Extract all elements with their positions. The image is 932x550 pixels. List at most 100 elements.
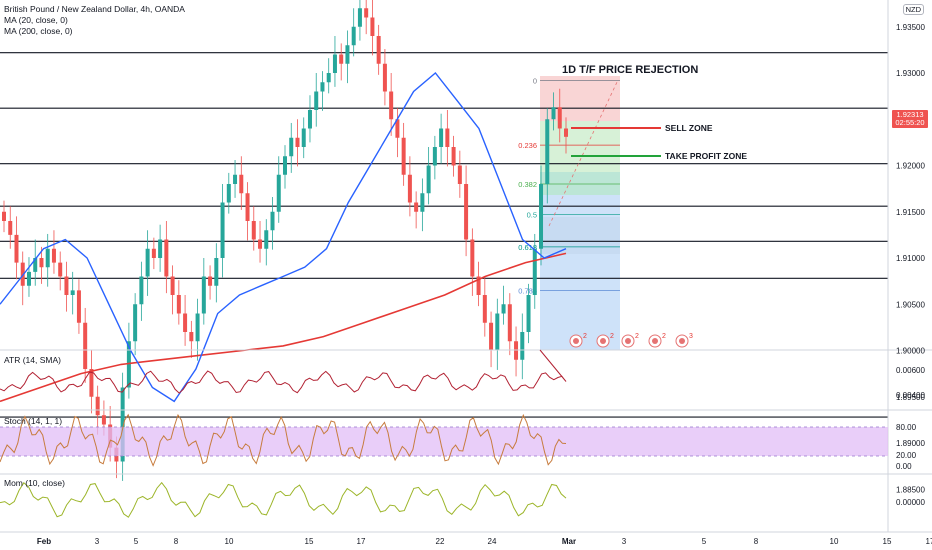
- event-badge-dot: [679, 338, 685, 344]
- price-axis-label: 1.92000: [896, 162, 925, 171]
- candle-body: [233, 174, 238, 184]
- time-axis-label: 8: [754, 537, 759, 546]
- price-axis-label: 1.90500: [896, 300, 925, 309]
- candle-body: [26, 271, 31, 286]
- candle-body: [189, 332, 194, 342]
- candle-body: [326, 73, 331, 83]
- candle-body: [501, 304, 506, 314]
- candle-body: [470, 239, 475, 277]
- candle-body: [214, 258, 219, 286]
- symbol-title[interactable]: British Pound / New Zealand Dollar, 4h, …: [4, 4, 185, 14]
- fib-label: 0.786: [518, 286, 537, 295]
- candle-body: [220, 202, 225, 258]
- mom-label[interactable]: Mom (10, close): [4, 478, 65, 488]
- candle-body: [170, 276, 175, 295]
- candle-body: [395, 119, 400, 138]
- candle-body: [101, 415, 106, 425]
- price-axis-label: 1.90000: [896, 347, 925, 356]
- candle-body: [451, 147, 456, 166]
- candle-body: [58, 262, 63, 277]
- stoch-axis-0: 0.00: [896, 462, 912, 471]
- event-badges: 2 2 2 2 3: [569, 333, 693, 348]
- annotation-take-profit[interactable]: TAKE PROFIT ZONE: [665, 151, 747, 161]
- candle-body: [414, 202, 419, 212]
- currency-label[interactable]: NZD: [902, 4, 924, 15]
- candle-body: [164, 239, 169, 277]
- candle-body: [445, 128, 450, 147]
- time-axis-label: 10: [830, 537, 839, 546]
- candle-body: [264, 230, 269, 249]
- candle-body: [301, 128, 306, 147]
- candle-body: [51, 248, 56, 263]
- event-badge-count: 2: [583, 333, 587, 340]
- candle-body: [357, 8, 362, 27]
- atr-axis-bottom: 0.00400: [896, 391, 925, 400]
- candle-body: [239, 174, 244, 194]
- time-axis-label: 5: [702, 537, 707, 546]
- candle-body: [439, 128, 444, 147]
- candle-body: [520, 332, 525, 360]
- candle-body: [551, 107, 556, 120]
- candle-body: [564, 128, 568, 137]
- candle-body: [14, 234, 19, 263]
- candle-body: [8, 221, 13, 235]
- atr-line: [0, 349, 567, 394]
- candle-body: [195, 313, 200, 342]
- price-axis-label: 1.88500: [896, 485, 925, 494]
- candle-body: [245, 193, 250, 221]
- fib-label: 0.236: [518, 141, 537, 150]
- symbol-legend[interactable]: British Pound / New Zealand Dollar, 4h, …: [4, 4, 185, 37]
- price-axis-label: 1.89500: [896, 393, 925, 402]
- fib-zone[interactable]: [540, 76, 620, 350]
- candle-body: [283, 156, 287, 175]
- ma20-legend[interactable]: MA (20, close, 0): [4, 15, 68, 25]
- candle-body: [532, 248, 537, 295]
- candle-body: [151, 248, 156, 258]
- mom-axis-0: 0.00000: [896, 498, 925, 507]
- candle-body: [382, 63, 387, 92]
- price-axis-label: 1.93000: [896, 69, 925, 78]
- fib-label: 0.382: [518, 180, 537, 189]
- candle-body: [314, 91, 319, 110]
- time-axis-label: 24: [488, 537, 497, 546]
- candle-body: [457, 165, 462, 184]
- ma20-line: [0, 71, 567, 403]
- stoch-label[interactable]: Stoch (14, 1, 1): [4, 416, 63, 426]
- ma200-legend[interactable]: MA (200, close, 0): [4, 26, 73, 36]
- candle-body: [270, 211, 275, 231]
- current-price-badge: 1.92313 02:55:20: [892, 110, 928, 128]
- event-badge-dot: [625, 338, 631, 344]
- time-axis-label: 15: [305, 537, 314, 546]
- time-axis-label: 8: [174, 537, 179, 546]
- candle-body: [95, 396, 100, 416]
- stoch-line: [0, 413, 567, 467]
- price-axis-label: 1.89000: [896, 439, 925, 448]
- candle-body: [432, 147, 437, 166]
- candle-body: [426, 165, 431, 194]
- candle-body: [70, 290, 75, 295]
- time-axis-label: 10: [225, 537, 234, 546]
- mom-line: [0, 481, 567, 518]
- event-badge-dot: [652, 338, 658, 344]
- candle-body: [258, 239, 263, 249]
- candle-body: [158, 239, 163, 258]
- candle-body: [89, 369, 94, 397]
- time-axis-label: 22: [436, 537, 445, 546]
- candle-body: [2, 211, 6, 221]
- candle-body: [495, 313, 500, 351]
- atr-label[interactable]: ATR (14, SMA): [4, 355, 61, 365]
- candle-body: [133, 304, 138, 342]
- annotation-sell-zone[interactable]: SELL ZONE: [665, 123, 713, 133]
- annotation-title[interactable]: 1D T/F PRICE REJECTION: [562, 64, 698, 76]
- event-badge-dot: [600, 338, 606, 344]
- candle-body: [401, 137, 406, 175]
- current-price: 1.92313: [896, 110, 924, 119]
- time-axis-label: 17: [357, 537, 366, 546]
- candle-body: [389, 91, 394, 120]
- time-axis-label: 3: [95, 537, 100, 546]
- time-axis-label: 5: [134, 537, 139, 546]
- candle-body: [183, 313, 188, 332]
- candle-body: [370, 17, 375, 36]
- candle-body: [176, 295, 181, 314]
